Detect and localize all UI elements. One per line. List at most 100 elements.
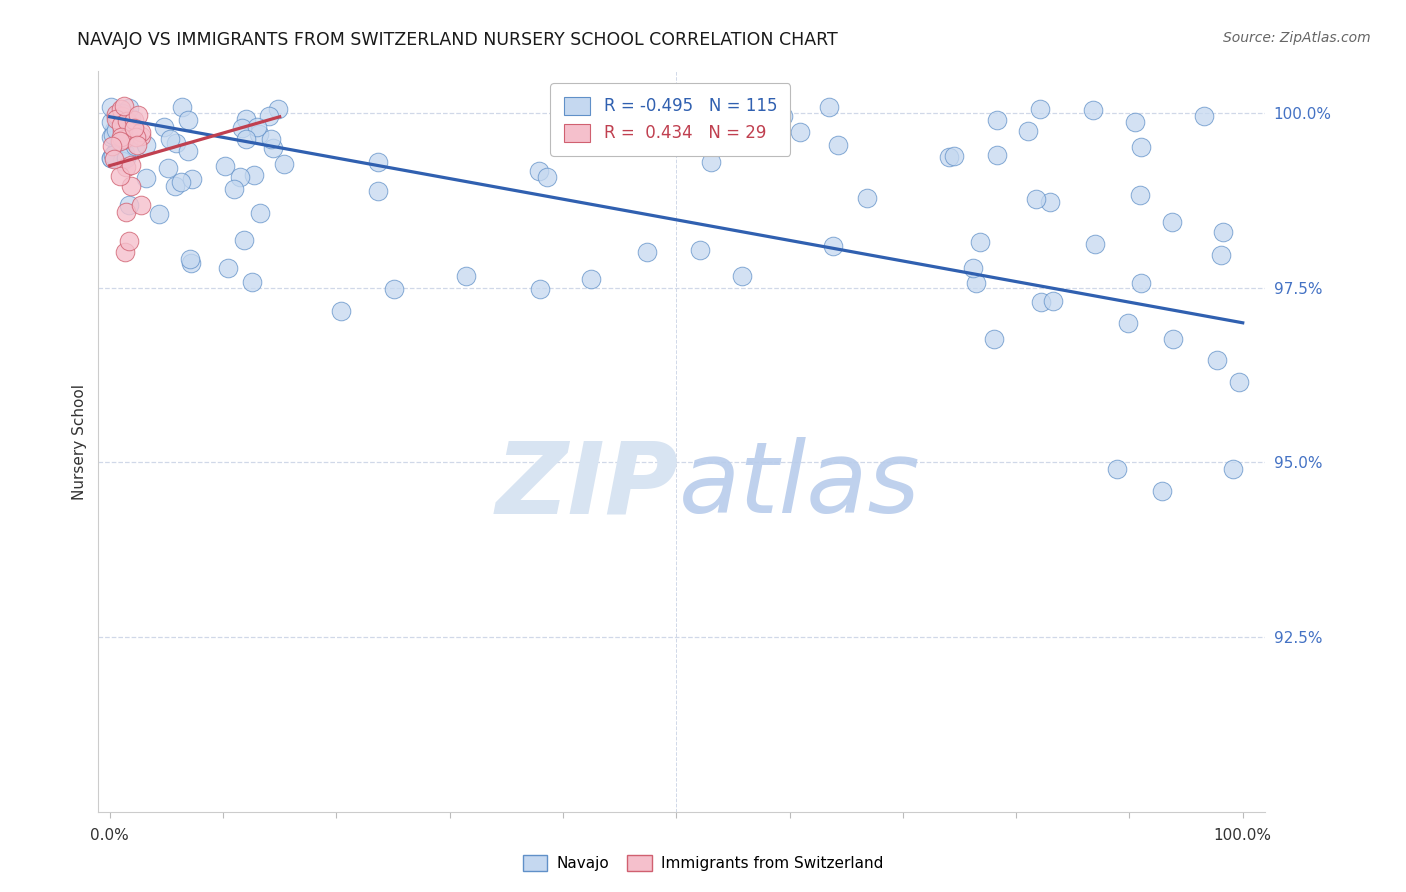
Point: [114, 244, 136, 259]
Text: NAVAJO VS IMMIGRANTS FROM SWITZERLAND NURSERY SCHOOL CORRELATION CHART: NAVAJO VS IMMIGRANTS FROM SWITZERLAND NU…: [77, 31, 838, 49]
Point: [122, 120, 145, 134]
Point: [966, 276, 988, 290]
Point: [243, 168, 266, 182]
Point: [367, 184, 389, 198]
Point: [152, 120, 174, 135]
Text: Source: ZipAtlas.com: Source: ZipAtlas.com: [1223, 31, 1371, 45]
Point: [1042, 293, 1064, 308]
Point: [1083, 103, 1105, 117]
Point: [107, 105, 129, 120]
Point: [536, 170, 558, 185]
Point: [115, 205, 138, 219]
Point: [131, 125, 153, 139]
Point: [1123, 115, 1146, 129]
Point: [110, 169, 132, 184]
Point: [1084, 236, 1107, 251]
Point: [111, 109, 134, 123]
Point: [105, 108, 128, 122]
Point: [181, 171, 204, 186]
Point: [789, 125, 811, 139]
Point: [127, 108, 149, 122]
Point: [105, 112, 128, 127]
Point: [165, 179, 187, 194]
Point: [111, 148, 134, 162]
Point: [240, 275, 263, 289]
Text: atlas: atlas: [679, 437, 920, 534]
Point: [115, 152, 138, 166]
Point: [125, 138, 148, 153]
Point: [114, 113, 136, 128]
Point: [382, 282, 405, 296]
Point: [101, 148, 124, 162]
Point: [983, 332, 1005, 346]
Point: [111, 153, 134, 168]
Point: [135, 137, 157, 152]
Point: [120, 158, 142, 172]
Point: [217, 260, 239, 275]
Point: [1029, 294, 1052, 309]
Point: [1025, 193, 1047, 207]
Point: [180, 256, 202, 270]
Point: [228, 169, 250, 184]
Point: [249, 206, 271, 220]
Point: [529, 283, 551, 297]
Point: [1192, 109, 1215, 123]
Point: [1107, 462, 1129, 476]
Point: [855, 191, 877, 205]
Point: [111, 105, 134, 120]
Point: [177, 112, 200, 127]
Point: [246, 120, 269, 134]
Point: [689, 243, 711, 257]
Point: [110, 112, 132, 126]
Point: [177, 145, 200, 159]
Point: [159, 132, 181, 146]
Y-axis label: Nursery School: Nursery School: [72, 384, 87, 500]
Point: [156, 161, 179, 175]
Point: [986, 147, 1008, 161]
Point: [262, 141, 284, 155]
Point: [120, 111, 142, 125]
Point: [731, 268, 754, 283]
Point: [1211, 248, 1233, 262]
Point: [636, 245, 658, 260]
Point: [179, 252, 201, 266]
Point: [129, 198, 152, 212]
Point: [260, 132, 283, 146]
Point: [233, 234, 256, 248]
Point: [1128, 188, 1150, 202]
Point: [124, 138, 146, 153]
Point: [117, 125, 139, 139]
Point: [112, 147, 135, 161]
Point: [700, 155, 723, 169]
Point: [231, 121, 253, 136]
Point: [100, 115, 122, 129]
Text: 0.0%: 0.0%: [90, 828, 129, 843]
Point: [112, 117, 135, 131]
Point: [112, 99, 135, 113]
Point: [104, 107, 127, 121]
Point: [100, 100, 122, 114]
Legend: Navajo, Immigrants from Switzerland: Navajo, Immigrants from Switzerland: [516, 849, 890, 877]
Point: [110, 102, 132, 116]
Point: [817, 100, 839, 114]
Point: [1129, 276, 1152, 290]
Point: [214, 159, 236, 173]
Point: [120, 178, 142, 193]
Point: [110, 130, 132, 145]
Point: [235, 112, 257, 127]
Point: [118, 102, 141, 116]
Point: [101, 128, 124, 142]
Legend: R = -0.495   N = 115, R =  0.434   N = 29: R = -0.495 N = 115, R = 0.434 N = 29: [550, 83, 790, 156]
Point: [235, 132, 257, 146]
Point: [1160, 214, 1182, 228]
Point: [103, 123, 125, 137]
Point: [942, 149, 965, 163]
Point: [122, 112, 145, 127]
Point: [1152, 483, 1174, 498]
Point: [170, 100, 193, 114]
Point: [330, 304, 353, 318]
Point: [821, 239, 844, 253]
Point: [969, 235, 991, 250]
Point: [105, 123, 128, 137]
Point: [105, 144, 128, 158]
